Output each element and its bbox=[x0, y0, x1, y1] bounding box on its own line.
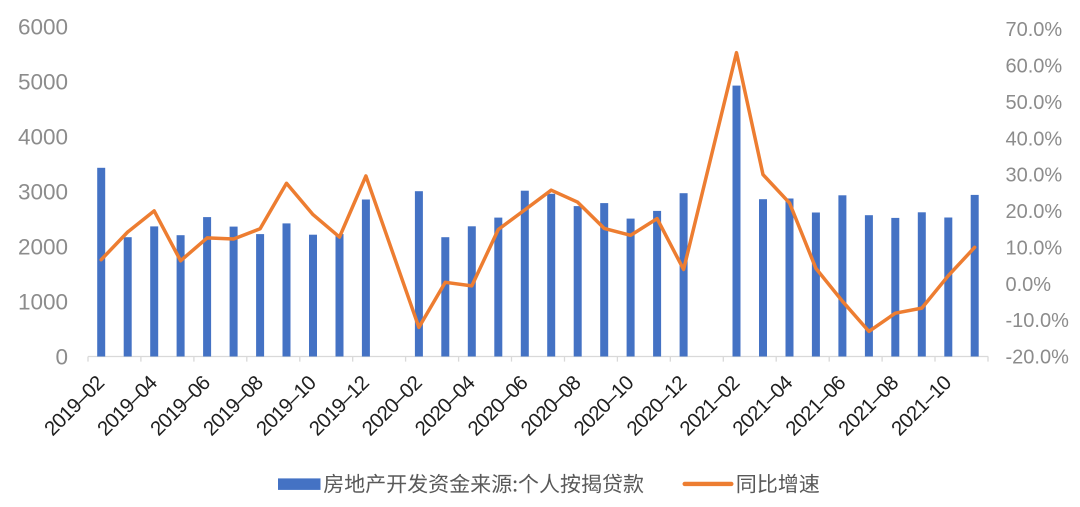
svg-text:1000: 1000 bbox=[18, 290, 68, 315]
svg-text:20.0%: 20.0% bbox=[1006, 201, 1063, 223]
svg-text:2000: 2000 bbox=[18, 235, 68, 260]
svg-text:0.0%: 0.0% bbox=[1006, 274, 1052, 296]
svg-text:30.0%: 30.0% bbox=[1006, 165, 1063, 187]
svg-text:-10.0%: -10.0% bbox=[1006, 310, 1070, 332]
svg-text:5000: 5000 bbox=[18, 70, 68, 95]
svg-text:40.0%: 40.0% bbox=[1006, 128, 1063, 150]
svg-text:0: 0 bbox=[55, 345, 68, 370]
svg-text:10.0%: 10.0% bbox=[1006, 237, 1063, 259]
svg-text:6000: 6000 bbox=[18, 15, 68, 40]
svg-text:4000: 4000 bbox=[18, 125, 68, 150]
svg-text:-20.0%: -20.0% bbox=[1006, 347, 1070, 369]
svg-text:60.0%: 60.0% bbox=[1006, 56, 1063, 78]
svg-text:50.0%: 50.0% bbox=[1006, 92, 1063, 114]
svg-text:3000: 3000 bbox=[18, 180, 68, 205]
svg-text:70.0%: 70.0% bbox=[1006, 19, 1063, 41]
